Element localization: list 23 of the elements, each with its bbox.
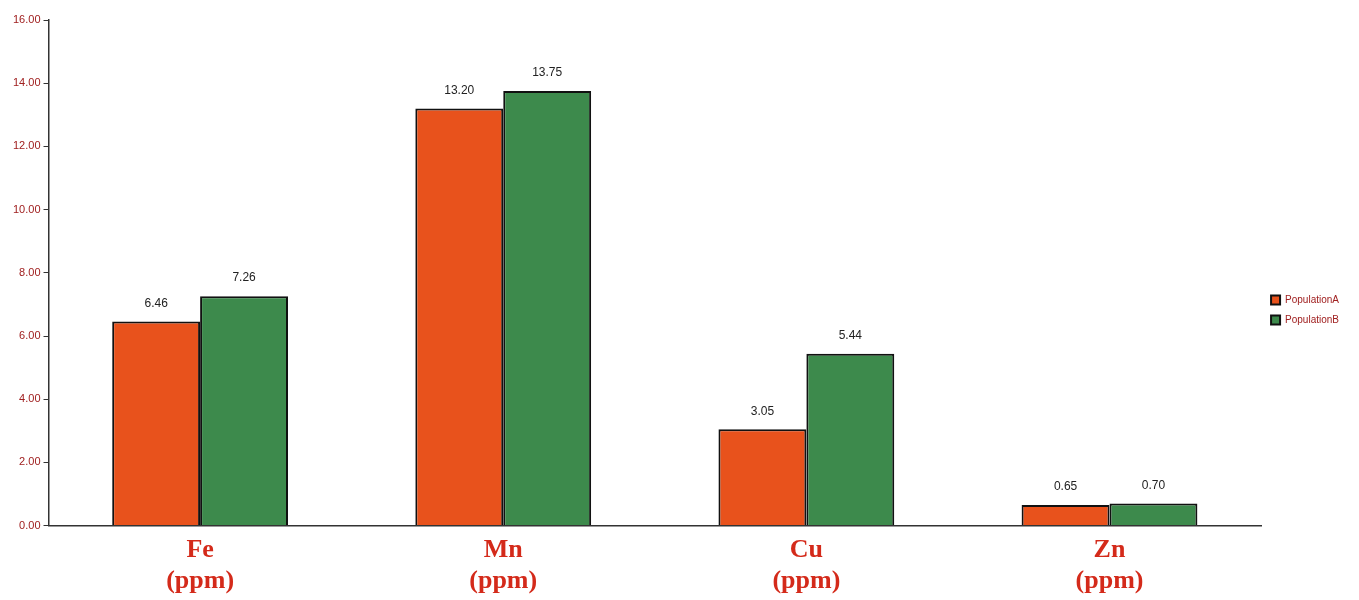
legend-label: PopulationA: [1285, 293, 1340, 305]
data-label: 13.75: [532, 65, 563, 80]
x-tick-label: Mn (ppm): [469, 533, 538, 595]
data-label: 5.44: [838, 328, 863, 343]
data-label: 0.70: [1141, 477, 1166, 492]
y-tick-label: 10.00: [13, 202, 41, 215]
legend-label: PopulationB: [1285, 313, 1340, 325]
y-tick-label: 8.00: [19, 265, 41, 278]
y-tick-label: 4.00: [19, 392, 41, 405]
data-label: 0.65: [1053, 479, 1078, 494]
y-tick-label: 0.00: [19, 518, 41, 531]
x-tick-label: Cu (ppm): [772, 533, 841, 595]
data-label: 6.46: [144, 295, 169, 310]
y-tick-label: 12.00: [13, 139, 41, 152]
y-tick-label: 2.00: [19, 455, 41, 468]
data-label: 3.05: [750, 403, 775, 418]
y-tick-label: 16.00: [13, 13, 41, 26]
x-tick-label: Fe (ppm): [166, 533, 235, 595]
data-label: 13.20: [444, 82, 475, 97]
y-tick-label: 6.00: [19, 329, 41, 342]
x-tick-label: Zn (ppm): [1075, 533, 1144, 595]
y-tick-label: 14.00: [13, 76, 41, 89]
data-label: 7.26: [232, 270, 257, 285]
